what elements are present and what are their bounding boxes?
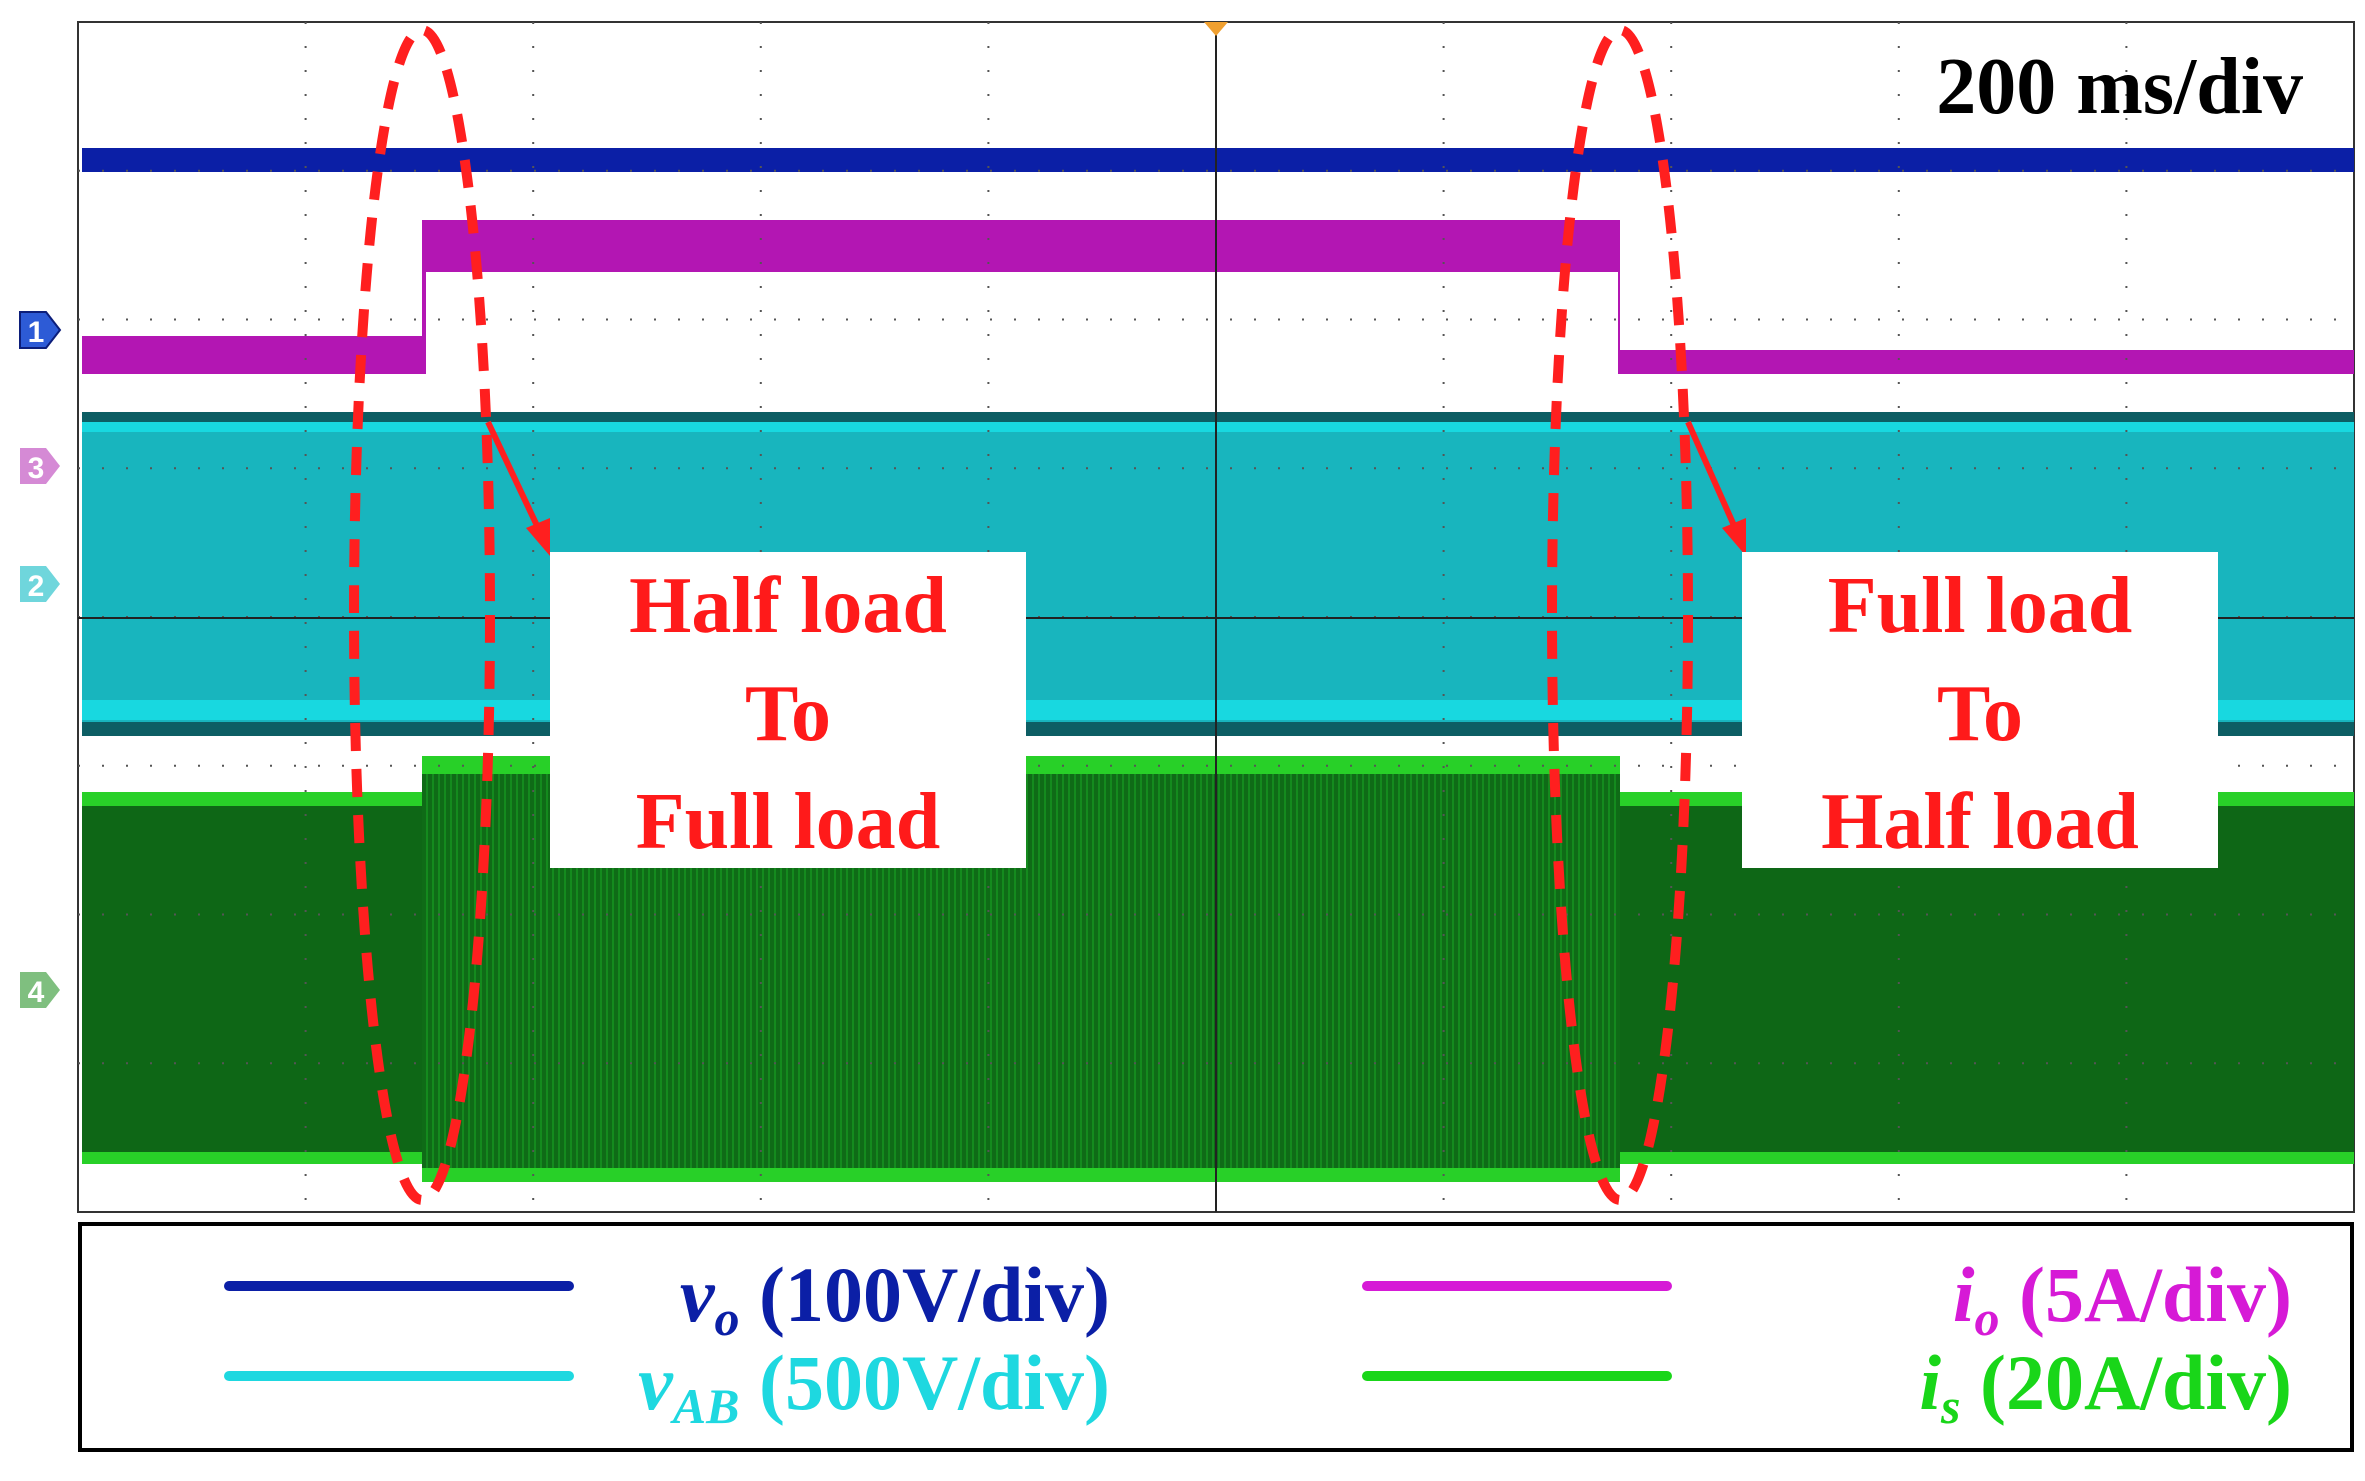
arrow-left <box>485 420 550 556</box>
annotation-line: Full load <box>1827 562 2133 650</box>
annotation-line: Full load <box>635 778 941 866</box>
trigger-marker <box>1204 22 1228 36</box>
annotation-line: Half load <box>1821 778 2139 866</box>
channel-marker-1: 1 <box>19 311 62 349</box>
legend-label-io: io (5A/div) <box>1952 1251 2292 1346</box>
arrow-right <box>1685 420 1746 556</box>
transition-ellipse-right <box>1547 25 1693 1205</box>
legend-line-vo <box>224 1281 574 1291</box>
is-top-left <box>82 792 422 806</box>
svg-text:4: 4 <box>28 976 45 1009</box>
transition-ellipse-left <box>349 25 495 1205</box>
annotation-full-to-half: Full load To Half load <box>1742 552 2218 868</box>
is-bottom-right <box>1620 1152 2354 1164</box>
annotation-line: To <box>1936 670 2023 758</box>
legend-line-vab <box>224 1371 574 1381</box>
annotation-half-to-full: Half load To Full load <box>550 552 1026 868</box>
legend-label-vab: vAB (500V/div) <box>638 1339 1110 1434</box>
svg-text:3: 3 <box>28 452 45 485</box>
channel-marker-2: 2 <box>20 566 60 603</box>
is-bottom-mid <box>422 1168 1620 1182</box>
vo-trace <box>82 148 2354 172</box>
legend-label-vo: vo (100V/div) <box>679 1251 1110 1346</box>
timebase-label: 200 ms/div <box>1936 43 2303 131</box>
channel-marker-4: 4 <box>20 972 60 1009</box>
legend-line-io <box>1362 1281 1672 1291</box>
annotation-line: Half load <box>629 562 947 650</box>
legend-label-is: is (20A/div) <box>1919 1339 2292 1434</box>
io-trace <box>82 220 2354 374</box>
annotation-line: To <box>744 670 831 758</box>
is-bottom-left <box>82 1152 422 1164</box>
legend-line-is <box>1362 1371 1672 1381</box>
svg-text:2: 2 <box>28 570 45 603</box>
legend: vo (100V/div) io (5A/div) vAB (500V/div)… <box>78 1222 2354 1452</box>
channel-marker-3: 3 <box>20 448 60 485</box>
svg-text:1: 1 <box>28 316 45 349</box>
vab-dark-top <box>82 412 2354 422</box>
